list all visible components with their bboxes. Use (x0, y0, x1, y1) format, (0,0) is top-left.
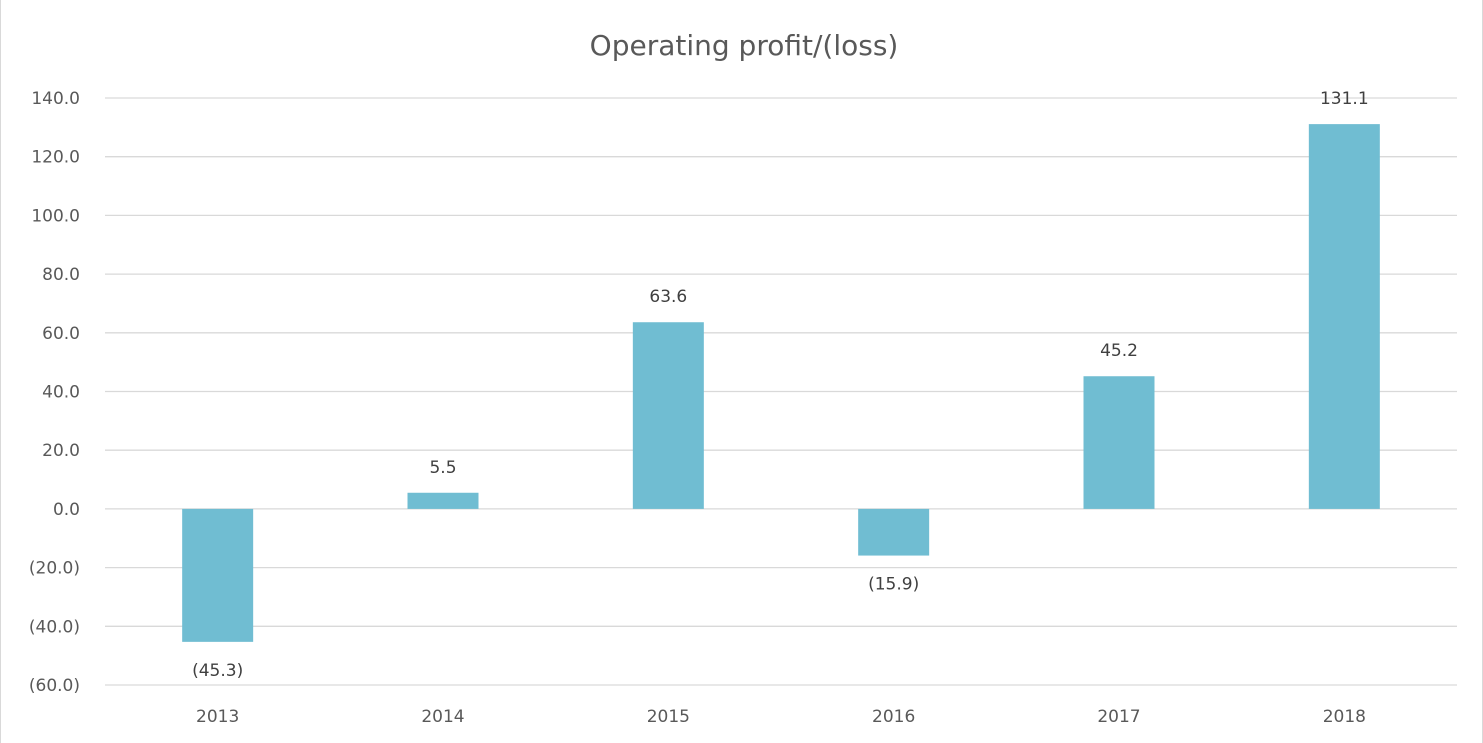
y-tick-label: 60.0 (42, 324, 80, 344)
y-tick-label: 40.0 (42, 383, 80, 403)
chart-title: Operating profit/(loss) (590, 29, 899, 62)
data-labels: (45.3) 5.5 63.6 (15.9) 45.2 131.1 (192, 89, 1369, 681)
x-tick-label: 2017 (1097, 707, 1140, 727)
y-tick-label: 80.0 (42, 265, 80, 285)
x-tick-label: 2015 (647, 707, 690, 727)
data-label-2013: (45.3) (192, 661, 243, 681)
y-tick-label: 120.0 (31, 148, 80, 168)
bar-2016 (858, 508, 930, 556)
x-tick-label: 2013 (196, 707, 239, 727)
bar-2014 (407, 492, 479, 509)
bar-2018 (1308, 124, 1380, 509)
bar-2015 (632, 322, 704, 509)
data-label-2018: 131.1 (1320, 89, 1369, 109)
y-tick-label: 100.0 (31, 206, 80, 226)
bars (182, 124, 1380, 642)
y-tick-label: (40.0) (29, 617, 80, 637)
x-tick-label: 2018 (1323, 707, 1366, 727)
bar-2017 (1083, 376, 1155, 509)
y-tick-label: 20.0 (42, 441, 80, 461)
y-tick-label: 140.0 (31, 89, 80, 109)
data-label-2017: 45.2 (1100, 341, 1138, 361)
x-tick-label: 2016 (872, 707, 915, 727)
data-label-2016: (15.9) (868, 575, 919, 595)
x-tick-label: 2014 (421, 707, 464, 727)
bar-2013 (182, 508, 254, 642)
y-tick-label: (60.0) (29, 676, 80, 696)
y-tick-label: (20.0) (29, 559, 80, 579)
x-axis-tick-labels: 2013 2014 2015 2016 2017 2018 (196, 707, 1366, 727)
data-label-2015: 63.6 (649, 287, 687, 307)
y-tick-label: 0.0 (53, 500, 80, 520)
gridlines (105, 97, 1457, 686)
data-label-2014: 5.5 (429, 458, 456, 478)
y-axis-tick-labels: 140.0 120.0 100.0 80.0 60.0 40.0 20.0 0.0 (20.0)… (29, 89, 80, 696)
